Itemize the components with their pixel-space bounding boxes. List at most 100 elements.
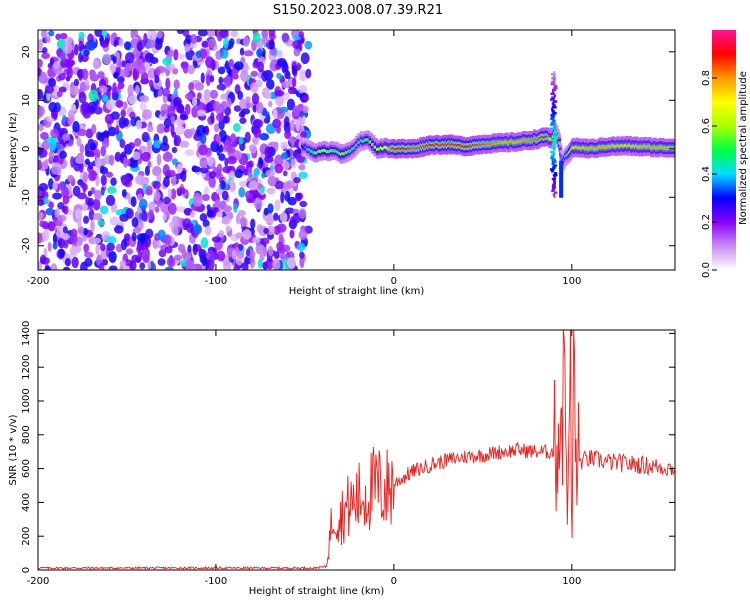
heatmap-noise-cell	[240, 70, 249, 82]
heatmap-noise-cell	[78, 52, 83, 63]
heatmap-noise-cell	[238, 111, 245, 118]
heatmap-noise-cell	[76, 137, 82, 147]
heatmap-noise-cell	[227, 155, 237, 165]
heatmap-noise-cell	[58, 248, 65, 259]
heatmap-noise-cell	[156, 123, 165, 134]
heatmap-noise-cell	[200, 72, 205, 84]
heatmap-noise-cell	[305, 68, 312, 79]
heatmap-noise-cell	[106, 242, 115, 252]
heatmap-noise-cell	[268, 100, 273, 108]
heatmap-noise-cell	[132, 227, 142, 234]
heatmap-spike-cell	[559, 170, 564, 174]
heatmap-noise-cell	[266, 225, 276, 236]
heatmap-noise-cell	[173, 134, 182, 147]
heatmap-noise-cell	[38, 123, 44, 132]
heatmap-noise-cell	[100, 186, 105, 196]
heatmap-noise-cell	[261, 30, 268, 39]
x-tick-label: 100	[562, 576, 581, 587]
heatmap-noise-cell	[278, 233, 284, 244]
heatmap-noise-cell	[284, 70, 291, 80]
heatmap-noise-cell	[157, 258, 166, 266]
heatmap-noise-cell	[108, 154, 115, 166]
heatmap-noise-cell	[65, 36, 73, 45]
heatmap-noise-cell	[208, 175, 216, 188]
heatmap-noise-cell	[108, 250, 117, 263]
heatmap-noise-cell	[267, 245, 274, 257]
heatmap-noise-cell	[48, 178, 54, 190]
heatmap-noise-cell	[228, 38, 235, 46]
heatmap-noise-cell	[224, 76, 231, 88]
heatmap-noise-cell	[280, 141, 288, 150]
heatmap-noise-cell	[185, 222, 194, 233]
heatmap-noise-cell	[52, 192, 63, 200]
heatmap-noise-cell	[249, 256, 256, 269]
heatmap-noise-cell	[199, 48, 208, 60]
heatmap-noise-cell	[84, 143, 90, 155]
heatmap-noise-cell	[105, 194, 116, 206]
heatmap-noise-cell	[50, 263, 58, 270]
heatmap-noise-cell	[239, 180, 249, 188]
heatmap-spike-cell	[552, 90, 555, 94]
heatmap-noise-cell	[162, 151, 173, 163]
heatmap-noise-cell	[57, 201, 65, 210]
heatmap-noise-cell	[137, 250, 143, 261]
heatmap-noise-cell	[41, 52, 50, 59]
heatmap-noise-cell	[38, 88, 42, 100]
heatmap-noise-cell	[119, 213, 129, 222]
heatmap-noise-cell	[286, 98, 295, 111]
heatmap-noise-cell	[48, 201, 55, 209]
heatmap-noise-cell	[204, 125, 210, 136]
heatmap-noise-cell	[273, 108, 278, 121]
heatmap-spike-cell	[559, 165, 564, 169]
heatmap-spike-cell	[551, 139, 557, 142]
heatmap-noise-cell	[234, 168, 244, 179]
heatmap-noise-cell	[261, 70, 269, 82]
heatmap-noise-cell	[139, 262, 146, 270]
heatmap-spike-cell	[552, 104, 556, 107]
heatmap-spike-cell	[550, 150, 555, 154]
heatmap-noise-cell	[66, 66, 73, 79]
heatmap-noise-cell	[209, 89, 219, 100]
heatmap-noise-cell	[167, 188, 172, 199]
y-tick-label: 1200	[21, 354, 32, 379]
heatmap-noise-cell	[45, 207, 55, 216]
heatmap-noise-cell	[187, 64, 195, 75]
heatmap-spike-cell	[553, 148, 556, 152]
heatmap-noise-cell	[229, 178, 235, 191]
heatmap-noise-cell	[112, 55, 117, 64]
heatmap-noise-cell	[221, 190, 229, 201]
heatmap-noise-cell	[83, 215, 90, 225]
heatmap-spike-cell	[553, 195, 556, 198]
heatmap-noise-cell	[265, 169, 275, 178]
heatmap-noise-cell	[123, 233, 131, 241]
heatmap-noise-cell	[276, 49, 283, 59]
heatmap-noise-cell	[43, 248, 48, 257]
heatmap-noise-cell	[69, 245, 78, 258]
heatmap-noise-cell	[255, 101, 264, 114]
heatmap-noise-cell	[281, 80, 291, 89]
heatmap-noise-cell	[201, 257, 207, 267]
heatmap-noise-cell	[235, 232, 243, 239]
heatmap-noise-cell	[147, 125, 154, 133]
heatmap-noise-cell	[98, 262, 105, 270]
heatmap-noise-cell	[39, 220, 48, 228]
heatmap-spike-cell	[551, 106, 557, 109]
heatmap-noise-cell	[64, 257, 71, 267]
heatmap-noise-cell	[38, 39, 43, 51]
heatmap-frame	[37, 29, 676, 271]
heatmap-spike-cell	[551, 108, 554, 111]
x-tick-label: -200	[27, 576, 50, 587]
heatmap-noise-cell	[223, 205, 233, 213]
heatmap-noise-cell	[115, 99, 124, 108]
heatmap-noise-cell	[253, 167, 260, 176]
heatmap-noise-cell	[117, 81, 125, 90]
heatmap-noise-cell	[227, 145, 236, 154]
heatmap-noise-cell	[106, 235, 117, 244]
heatmap-noise-cell	[61, 133, 71, 141]
heatmap-noise-cell	[57, 214, 67, 222]
heatmap-noise-cell	[219, 30, 229, 38]
heatmap-noise-cell	[38, 58, 43, 68]
heatmap-noise-cell	[67, 174, 75, 183]
heatmap-spike-cell	[550, 82, 556, 86]
